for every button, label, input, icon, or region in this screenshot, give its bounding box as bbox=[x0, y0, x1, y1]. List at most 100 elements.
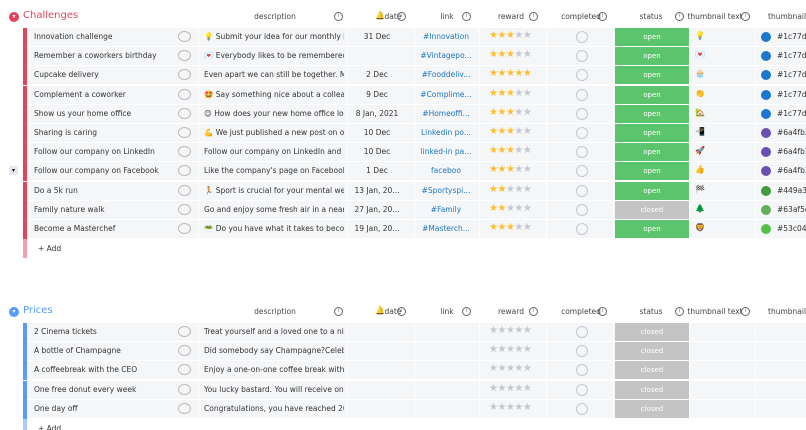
add-item[interactable]: + Add bbox=[38, 424, 62, 430]
group-title[interactable]: Prices bbox=[23, 305, 53, 316]
column-header: link bbox=[440, 12, 454, 21]
comment-icon[interactable] bbox=[178, 107, 191, 119]
item-name[interactable]: Become a Masterchef bbox=[34, 224, 116, 233]
collapse-icon[interactable]: ▾ bbox=[9, 12, 19, 22]
star: ★ bbox=[497, 68, 506, 80]
cell-separator bbox=[613, 200, 614, 219]
description: Follow our company on LinkedIn and help … bbox=[204, 147, 344, 157]
link[interactable]: #Family bbox=[430, 204, 462, 214]
comment-icon[interactable] bbox=[178, 383, 191, 395]
item-name[interactable]: Complement a coworker bbox=[34, 89, 126, 99]
status[interactable]: open bbox=[615, 220, 689, 238]
status[interactable]: closed bbox=[615, 323, 689, 341]
status[interactable]: open bbox=[615, 181, 689, 200]
item-name[interactable]: One day off bbox=[34, 403, 78, 413]
status[interactable]: open bbox=[615, 47, 689, 66]
comment-icon[interactable] bbox=[178, 402, 191, 414]
link[interactable]: #Fooddeliv... bbox=[421, 70, 471, 80]
status[interactable]: open bbox=[615, 143, 689, 162]
item-name[interactable]: 2 Cinema tickets bbox=[34, 327, 97, 336]
link[interactable]: #Sportyspi... bbox=[421, 185, 471, 195]
rating: ★★★★★ bbox=[489, 164, 539, 175]
comment-icon[interactable] bbox=[178, 203, 191, 215]
item-name[interactable]: One free donut every week bbox=[34, 384, 137, 394]
comment-icon[interactable] bbox=[178, 326, 191, 337]
bell-icon: 🔔 bbox=[375, 11, 385, 20]
status[interactable]: closed bbox=[615, 200, 689, 219]
completed-check[interactable] bbox=[576, 203, 588, 216]
comment-icon[interactable] bbox=[178, 31, 191, 42]
status[interactable]: open bbox=[615, 66, 689, 85]
cell-separator bbox=[613, 28, 614, 46]
item-name[interactable]: Follow our company on LinkedIn bbox=[34, 147, 155, 157]
completed-check[interactable] bbox=[576, 127, 588, 139]
date: 13 Jan, 20... bbox=[354, 185, 400, 195]
link[interactable]: #Innovation bbox=[423, 32, 469, 41]
status[interactable]: open bbox=[615, 124, 689, 142]
status[interactable]: open bbox=[615, 28, 689, 46]
completed-check[interactable] bbox=[576, 146, 588, 159]
completed-check[interactable] bbox=[576, 364, 588, 377]
link[interactable]: Linkedin po... bbox=[420, 128, 472, 137]
completed-check[interactable] bbox=[576, 50, 588, 63]
comment-icon[interactable] bbox=[178, 127, 191, 138]
cell-separator bbox=[613, 323, 614, 341]
cell-separator bbox=[546, 162, 547, 181]
status[interactable]: closed bbox=[615, 380, 689, 399]
star: ★ bbox=[489, 344, 498, 356]
completed-check[interactable] bbox=[576, 107, 588, 120]
cell-separator bbox=[479, 85, 480, 104]
status[interactable]: open bbox=[615, 85, 689, 104]
comment-icon[interactable] bbox=[178, 146, 191, 158]
link[interactable]: faceboo bbox=[431, 166, 461, 176]
item-name[interactable]: A bottle of Champagne bbox=[34, 346, 121, 356]
item-name[interactable]: Family nature walk bbox=[34, 204, 105, 214]
item-name[interactable]: Innovation challenge bbox=[34, 32, 113, 41]
link[interactable]: #Masterch... bbox=[422, 224, 470, 233]
completed-check[interactable] bbox=[576, 184, 588, 197]
comment-icon[interactable] bbox=[178, 364, 191, 376]
row-menu[interactable]: ▾ bbox=[9, 166, 18, 176]
add-item[interactable]: + Add bbox=[38, 244, 62, 254]
status[interactable]: open bbox=[615, 104, 689, 123]
item-name[interactable]: A coffeebreak with the CEO bbox=[34, 365, 138, 375]
description: Treat yourself and a loved one to a nigh… bbox=[204, 327, 344, 336]
comment-icon[interactable] bbox=[178, 69, 191, 81]
status[interactable]: closed bbox=[615, 361, 689, 380]
completed-check[interactable] bbox=[576, 31, 588, 43]
group-title[interactable]: Challenges bbox=[23, 10, 79, 21]
item-name[interactable]: Do a 5k run bbox=[34, 185, 78, 195]
date: 19 Jan, 20... bbox=[354, 224, 400, 233]
status[interactable]: closed bbox=[615, 399, 689, 418]
link[interactable]: #Vintagepo... bbox=[420, 51, 472, 61]
completed-check[interactable] bbox=[576, 383, 588, 396]
comment-icon[interactable] bbox=[178, 50, 191, 62]
cell-separator bbox=[414, 143, 415, 162]
comment-icon[interactable] bbox=[178, 223, 191, 234]
item-name[interactable]: Cupcake delivery bbox=[34, 70, 99, 80]
link[interactable]: #Complime... bbox=[420, 89, 472, 99]
comment-icon[interactable] bbox=[178, 165, 191, 177]
cell-separator bbox=[198, 28, 199, 46]
status[interactable]: open bbox=[615, 162, 689, 181]
completed-check[interactable] bbox=[576, 223, 588, 235]
completed-check[interactable] bbox=[576, 402, 588, 415]
completed-check[interactable] bbox=[576, 165, 588, 178]
comment-icon[interactable] bbox=[178, 345, 191, 357]
completed-check[interactable] bbox=[576, 345, 588, 358]
link[interactable]: #Homeoffi... bbox=[422, 108, 470, 118]
item-name[interactable]: Follow our company on Facebook bbox=[34, 166, 159, 176]
completed-check[interactable] bbox=[576, 326, 588, 338]
completed-check[interactable] bbox=[576, 69, 588, 82]
star: ★ bbox=[497, 164, 506, 176]
comment-icon[interactable] bbox=[178, 184, 191, 196]
completed-check[interactable] bbox=[576, 88, 588, 101]
comment-icon[interactable] bbox=[178, 88, 191, 100]
link[interactable]: linked-in pa... bbox=[420, 147, 472, 157]
item-name[interactable]: Remember a coworkers birthday bbox=[34, 51, 157, 61]
item-name[interactable]: Sharing is caring bbox=[34, 128, 97, 137]
status[interactable]: closed bbox=[615, 342, 689, 361]
collapse-icon[interactable]: ▾ bbox=[9, 307, 19, 317]
thumbnail-text: 👍 bbox=[695, 165, 705, 175]
item-name[interactable]: Show us your home office bbox=[34, 108, 132, 118]
